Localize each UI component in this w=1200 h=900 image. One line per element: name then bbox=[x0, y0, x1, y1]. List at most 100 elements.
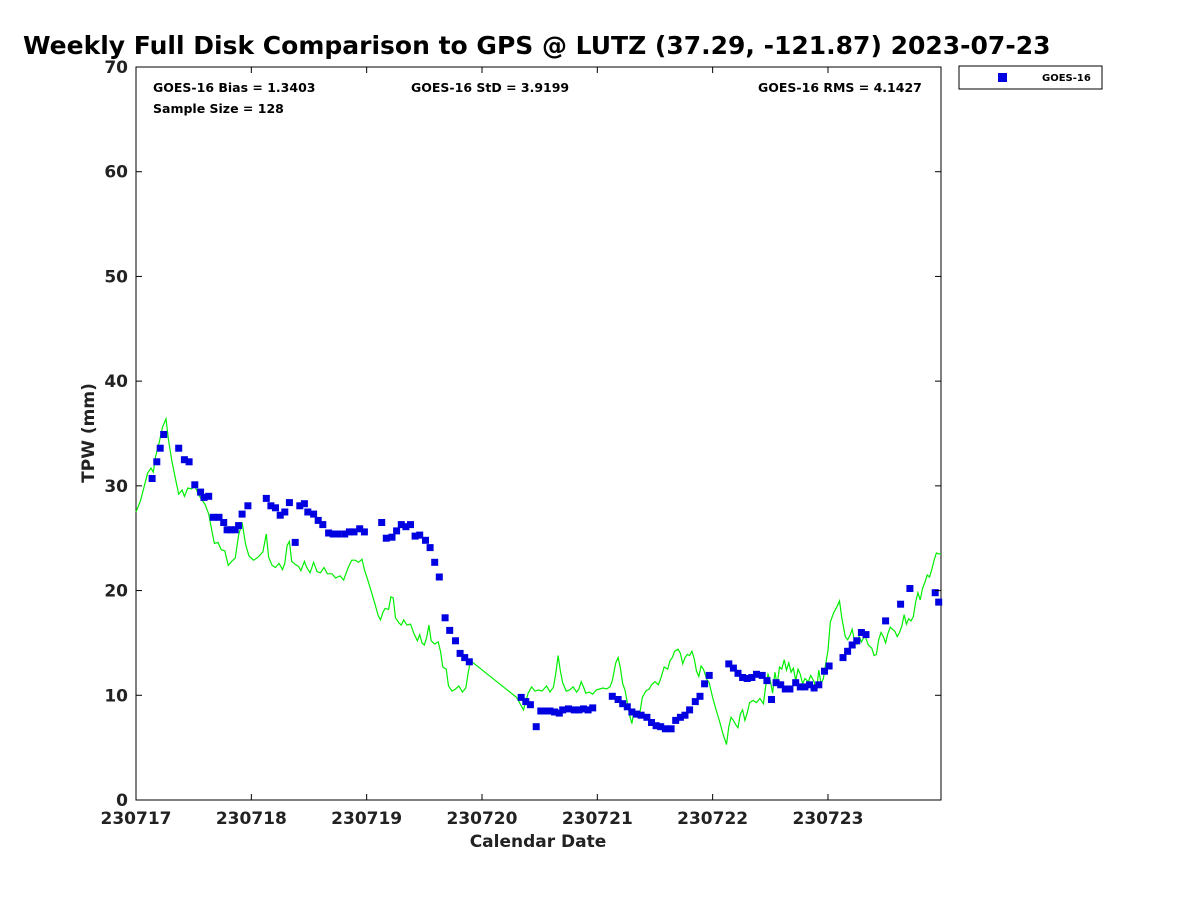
goes16-point bbox=[300, 500, 308, 508]
goes16-point bbox=[796, 683, 804, 691]
bias-stat: GOES-16 Bias = 1.3403 bbox=[153, 80, 315, 95]
goes16-point bbox=[844, 647, 852, 655]
goes16-point bbox=[853, 637, 861, 645]
goes16-point bbox=[777, 681, 785, 689]
goes16-point bbox=[200, 493, 208, 501]
goes16-point bbox=[619, 700, 627, 708]
goes16-point bbox=[231, 526, 239, 534]
goes16-point bbox=[314, 516, 322, 524]
y-tick-label: 60 bbox=[104, 163, 128, 183]
goes16-point bbox=[584, 706, 592, 714]
goes16-point bbox=[686, 706, 694, 714]
legend-entry-goes16: GOES-16 bbox=[1042, 73, 1091, 84]
goes16-point bbox=[643, 713, 651, 721]
goes16-point bbox=[748, 674, 756, 681]
plot-area bbox=[135, 66, 943, 801]
gps-line-layer bbox=[135, 416, 941, 745]
goes16-point bbox=[772, 679, 780, 687]
goes16-point bbox=[456, 649, 464, 657]
goes16-point bbox=[175, 444, 183, 452]
goes16-point bbox=[341, 530, 349, 538]
goes16-point bbox=[185, 458, 193, 466]
goes16-point bbox=[906, 585, 914, 592]
goes16-point bbox=[657, 723, 665, 731]
goes16-point bbox=[397, 521, 405, 529]
goes16-point bbox=[416, 531, 424, 539]
x-tick-label: 230721 bbox=[562, 809, 633, 829]
goes16-point bbox=[526, 701, 534, 709]
goes16-point bbox=[768, 696, 775, 703]
goes16-point bbox=[426, 544, 434, 552]
goes16-point bbox=[334, 530, 342, 538]
goes16-point bbox=[360, 528, 368, 536]
goes16-point bbox=[276, 511, 284, 519]
goes16-point bbox=[197, 488, 205, 496]
goes16-point bbox=[633, 710, 640, 718]
goes16-point bbox=[857, 629, 865, 636]
goes16-point bbox=[148, 475, 156, 482]
goes16-point bbox=[227, 526, 235, 534]
goes16-point bbox=[393, 527, 401, 535]
goes16-point bbox=[304, 508, 312, 516]
goes16-point bbox=[739, 674, 747, 681]
x-tick-label: 230718 bbox=[216, 809, 287, 829]
goes16-point bbox=[637, 711, 645, 719]
goes16-point bbox=[815, 681, 823, 689]
gps-line bbox=[135, 416, 941, 745]
x-tick-label: 230722 bbox=[677, 809, 748, 829]
goes16-point bbox=[267, 502, 275, 510]
goes16-point bbox=[705, 671, 713, 679]
goes16-point bbox=[435, 573, 443, 581]
goes16-point bbox=[431, 558, 439, 566]
goes16-point bbox=[862, 631, 870, 639]
y-tick-label: 30 bbox=[104, 477, 128, 497]
goes16-point bbox=[407, 521, 414, 529]
goes16-point bbox=[262, 494, 270, 502]
goes16-point bbox=[220, 519, 228, 526]
y-tick-label: 10 bbox=[104, 686, 128, 706]
goes16-point bbox=[848, 641, 856, 649]
goes16-point bbox=[734, 669, 742, 677]
goes16-point bbox=[676, 713, 684, 721]
goes16-point bbox=[235, 522, 243, 530]
goes16-point bbox=[931, 589, 939, 597]
goes16-point bbox=[244, 502, 252, 510]
goes16-point bbox=[623, 703, 631, 711]
x-tick-label: 230719 bbox=[331, 809, 402, 829]
goes16-point bbox=[291, 538, 299, 546]
goes16-point bbox=[648, 719, 655, 726]
goes16-point bbox=[608, 692, 616, 700]
goes16-point bbox=[696, 692, 704, 700]
legend: GOES-16 bbox=[958, 65, 1103, 90]
goes16-point bbox=[661, 725, 669, 733]
goes16-point bbox=[691, 698, 699, 706]
goes16-point bbox=[281, 508, 289, 516]
goes16-point bbox=[411, 532, 419, 540]
y-tick-label: 50 bbox=[104, 267, 128, 287]
y-tick-label: 20 bbox=[104, 582, 128, 602]
goes16-point bbox=[681, 711, 689, 719]
goes16-point bbox=[441, 614, 449, 622]
goes16-point bbox=[806, 681, 813, 689]
goes16-point bbox=[209, 513, 217, 521]
goes16-point bbox=[589, 704, 597, 712]
goes16-marker-layer bbox=[148, 431, 943, 733]
x-tick-label: 230717 bbox=[101, 809, 172, 829]
goes16-point bbox=[272, 504, 279, 512]
y-tick-label: 40 bbox=[104, 372, 128, 392]
goes16-point bbox=[319, 521, 327, 529]
goes16-point bbox=[575, 706, 583, 714]
goes16-point bbox=[786, 685, 794, 693]
goes16-point bbox=[356, 525, 364, 533]
goes16-point bbox=[285, 499, 293, 507]
plot-frame bbox=[135, 66, 942, 801]
goes16-point bbox=[792, 679, 800, 687]
goes16-point bbox=[465, 658, 473, 666]
goes16-point bbox=[763, 677, 771, 685]
goes16-point bbox=[652, 722, 660, 730]
goes16-point bbox=[541, 707, 549, 715]
goes16-point bbox=[215, 513, 223, 521]
goes16-point bbox=[191, 481, 199, 489]
goes16-point bbox=[156, 444, 164, 452]
